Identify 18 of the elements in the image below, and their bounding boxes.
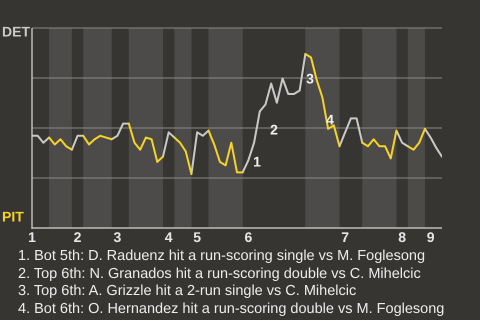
annotation: 1	[253, 154, 262, 170]
x-tick-label: 9	[426, 228, 435, 245]
x-tick-label: 1	[28, 228, 36, 245]
x-tick-label: 6	[244, 228, 252, 245]
x-tick-label: 3	[114, 228, 122, 245]
text: 3. Top 6th: A. Grizzle hit a 2-run single vs C. Mihelcic	[18, 283, 358, 300]
text: 4. Bot 6th: O. Hernandez hit a run-scoring double vs M. Foglesong	[18, 300, 444, 318]
x-tick-label: 7	[341, 228, 350, 245]
text: DET	[2, 24, 30, 40]
x-tick-label: 5	[193, 228, 202, 245]
x-tick-label: 2	[74, 228, 82, 245]
x-tick-label: 8	[398, 228, 406, 245]
annotation: 3	[306, 70, 314, 87]
text: 1. Bot 5th: D. Raduenz hit a run-scoring single vs M. Foglesong	[18, 248, 426, 266]
annotation: 2	[270, 122, 278, 138]
x-tick-label: 4	[164, 228, 173, 245]
text: 2. Top 6th: N. Granados hit a run-scoring double vs C. Mihelcic	[18, 266, 422, 283]
text: PIT	[2, 208, 24, 225]
